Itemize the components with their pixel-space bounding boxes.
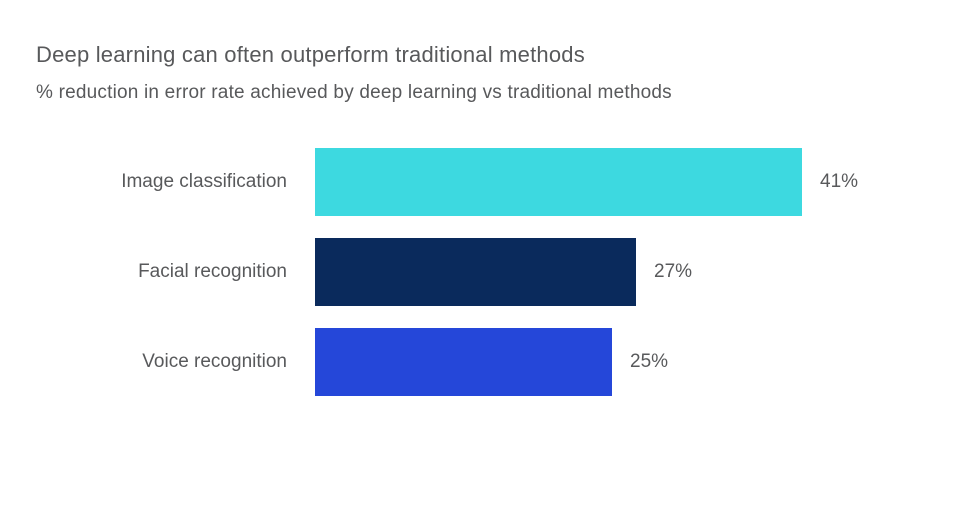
bar-row: Image classification 41% [0,148,974,216]
value-label: 27% [654,261,693,282]
bar [315,238,636,306]
value-label: 41% [820,171,859,192]
bar [315,328,612,396]
bar-row: Facial recognition 27% [0,238,974,306]
chart-title: Deep learning can often outperform tradi… [36,42,585,67]
bar-track: 25% [315,328,974,396]
category-label: Facial recognition [138,261,287,282]
chart-subtitle: % reduction in error rate achieved by de… [36,82,672,103]
bar-track: 27% [315,238,974,306]
category-label: Voice recognition [142,351,287,372]
category-label: Image classification [121,171,287,192]
bar-track: 41% [315,148,974,216]
bar-row: Voice recognition 25% [0,328,974,396]
bar [315,148,802,216]
value-label: 25% [630,351,669,372]
bar-rows: Image classification 41% Facial recognitio… [0,148,974,418]
